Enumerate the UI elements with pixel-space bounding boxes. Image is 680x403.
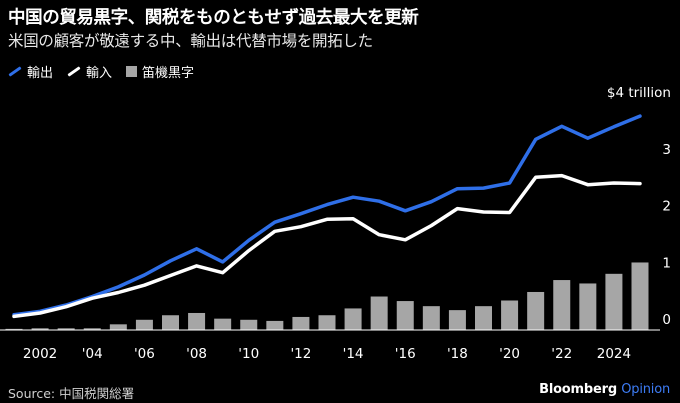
surplus-bar-2019 [475, 306, 492, 330]
brand-secondary: Opinion [621, 382, 670, 397]
source-note: Source: 中国税関総署 [8, 386, 135, 401]
y-tick-label-1: 1 [662, 255, 671, 271]
x-tick-label-2020: '20 [499, 346, 520, 362]
x-tick-label-2012: '12 [290, 346, 311, 362]
surplus-bar-2007 [162, 315, 179, 330]
brand-primary: Bloomberg [539, 382, 617, 397]
surplus-bar-2011 [266, 320, 284, 330]
surplus-bar-2024 [605, 273, 623, 330]
surplus-bar-2005 [109, 324, 127, 330]
series-lines [12, 114, 642, 319]
x-tick-label-2008: '08 [186, 346, 207, 362]
x-tick-label-2018: '18 [447, 346, 468, 362]
surplus-bar-2008 [188, 312, 206, 330]
surplus-bar-2006 [135, 319, 153, 330]
legend: 輸出 輸入 笛機黒字 [8, 62, 208, 81]
y-tick-label-2: 2 [662, 199, 671, 215]
legend-item-surplus: 笛機黒字 [126, 62, 194, 81]
surplus-bar-2014 [344, 308, 362, 330]
legend-item-imports: 輸入 [67, 62, 112, 81]
y-tick-label-0: 0 [662, 312, 671, 328]
surplus-bar-2018 [448, 310, 466, 330]
surplus-bar-2012 [292, 316, 310, 330]
legend-label-surplus: 笛機黒字 [142, 65, 195, 81]
legend-item-exports: 輸出 [8, 62, 53, 81]
surplus-bar-2003 [57, 328, 75, 330]
y-tick-label-3: 3 [662, 142, 671, 158]
series-line-exports [12, 114, 642, 317]
surplus-bar-2010 [240, 319, 258, 330]
surplus-bar-2016 [396, 301, 414, 330]
chart-subtitle: 米国の顧客が敬遠する中、輸出は代替市場を開拓した [8, 32, 373, 50]
x-tick-label-2016: '16 [395, 346, 416, 362]
brand-logo: Bloomberg Opinion [539, 382, 670, 397]
x-tick-labels: 2002 '04 '06 '08 '10 '12 '14 '16 '18 '20 '22 2024 [23, 346, 631, 362]
x-tick-label-2004: '04 [82, 346, 103, 362]
y-tick-labels: 0 1 2 3 $4 trillion [607, 85, 671, 328]
surplus-bar-2020 [501, 300, 519, 330]
x-tick-label-2006: '06 [134, 346, 155, 362]
x-tick-label-2022: '22 [551, 346, 572, 362]
surplus-bar-2002 [31, 328, 49, 330]
chart-title: 中国の貿易黒字、関税をものともせず過去最大を更新 [8, 8, 419, 28]
surplus-bar-2017 [422, 306, 440, 330]
surplus-bar-2004 [83, 328, 101, 330]
surplus-bar-2015 [370, 296, 388, 330]
surplus-bar-2013 [318, 315, 336, 330]
x-tick-label-2024: 2024 [597, 346, 631, 362]
x-tick-label-2014: '14 [343, 346, 364, 362]
surplus-bar-2001 [5, 328, 23, 330]
surplus-bar-2022 [553, 280, 571, 330]
legend-label-imports: 輸入 [86, 65, 113, 81]
legend-label-exports: 輸出 [27, 65, 54, 81]
surplus-bars [5, 262, 649, 330]
surplus-bar-2021 [527, 291, 545, 330]
x-tick-label-2010: '10 [238, 346, 259, 362]
surplus-bar-2025 [631, 262, 649, 330]
surplus-bar-2009 [214, 318, 232, 330]
legend-swatch-surplus [126, 65, 138, 77]
y-tick-label-4: $4 trillion [607, 85, 671, 101]
surplus-bar-2023 [579, 283, 597, 330]
series-line-imports [12, 173, 642, 319]
x-tick-label-2002: 2002 [23, 346, 57, 362]
